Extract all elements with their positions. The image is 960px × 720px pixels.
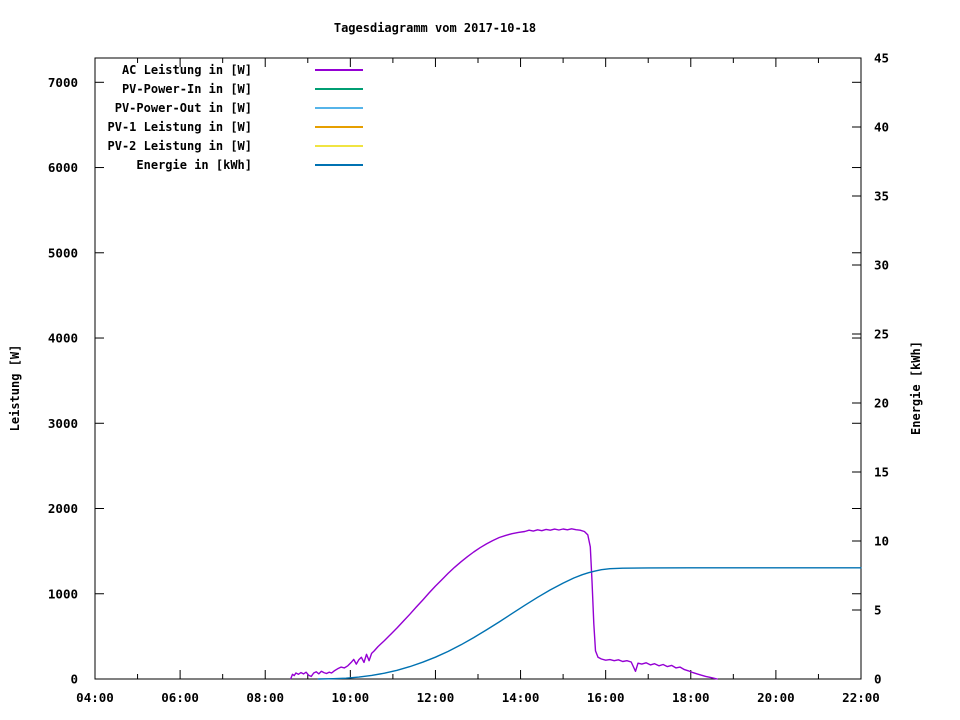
x-tick-label: 12:00	[417, 690, 455, 705]
legend-item-label: PV-Power-In in [W]	[121, 82, 252, 96]
x-tick-label: 04:00	[76, 690, 114, 705]
y-right-tick-label: 20	[874, 396, 889, 411]
legend-item-line-sample	[315, 164, 363, 166]
legend-item-label: PV-1 Leistung in [W]	[107, 120, 253, 134]
y-left-tick-label: 6000	[48, 160, 78, 175]
chart-title: Tagesdiagramm vom 2017-10-18	[333, 21, 537, 35]
y-right-tick-label: 10	[874, 534, 889, 549]
legend: AC Leistung in [W] PV-Power-In in [W] PV-P…	[95, 61, 365, 175]
legend-item-label: PV-Power-Out in [W]	[114, 101, 252, 115]
y-left-tick-label: 7000	[48, 75, 78, 90]
legend-item-line-sample	[315, 126, 363, 128]
x-tick-label: 18:00	[672, 690, 710, 705]
legend-item-line-sample	[315, 88, 363, 90]
y-right-tick-label: 5	[874, 603, 882, 618]
y-left-tick-label: 5000	[48, 245, 78, 260]
y-right-tick-label: 30	[874, 258, 889, 273]
x-tick-label: 08:00	[246, 690, 284, 705]
legend-item-line-sample	[315, 145, 363, 147]
legend-item: PV-2 Leistung in [W]	[95, 137, 365, 156]
legend-item: AC Leistung in [W]	[95, 61, 365, 80]
y-left-tick-label: 3000	[48, 416, 78, 431]
y-right-tick-label: 15	[874, 465, 889, 480]
y-left-tick-label: 1000	[48, 586, 78, 601]
y-left-tick-label: 0	[70, 672, 78, 687]
legend-item: PV-Power-In in [W]	[95, 80, 365, 99]
series-line-energie-in-kwh	[317, 567, 862, 680]
legend-item: PV-1 Leistung in [W]	[95, 118, 365, 137]
legend-item-line-sample	[315, 69, 363, 71]
legend-item-label: PV-2 Leistung in [W]	[107, 139, 253, 153]
legend-item: Energie in [kWh]	[95, 156, 365, 175]
x-tick-label: 16:00	[587, 690, 625, 705]
y-left-tick-label: 4000	[48, 331, 78, 346]
x-tick-label: 20:00	[757, 690, 795, 705]
legend-item-label: AC Leistung in [W]	[121, 63, 252, 77]
y-left-tick-label: 2000	[48, 501, 78, 516]
series-line-ac-leistung-in-w	[290, 528, 718, 680]
legend-item: PV-Power-Out in [W]	[95, 99, 365, 118]
x-tick-label: 22:00	[842, 690, 880, 705]
y-right-tick-label: 40	[874, 120, 889, 135]
x-tick-label: 14:00	[502, 690, 540, 705]
y-right-tick-label: 45	[874, 51, 889, 66]
legend-item-label: Energie in [kWh]	[136, 158, 252, 172]
y-right-tick-label: 35	[874, 189, 889, 204]
legend-item-line-sample	[315, 107, 363, 109]
x-tick-label: 10:00	[332, 690, 370, 705]
x-tick-label: 06:00	[161, 690, 199, 705]
y-right-axis-title: Energie [kWh]	[909, 341, 923, 435]
y-right-tick-label: 0	[874, 672, 882, 687]
y-right-tick-label: 25	[874, 327, 889, 342]
y-left-axis-title: Leistung [W]	[8, 344, 22, 432]
